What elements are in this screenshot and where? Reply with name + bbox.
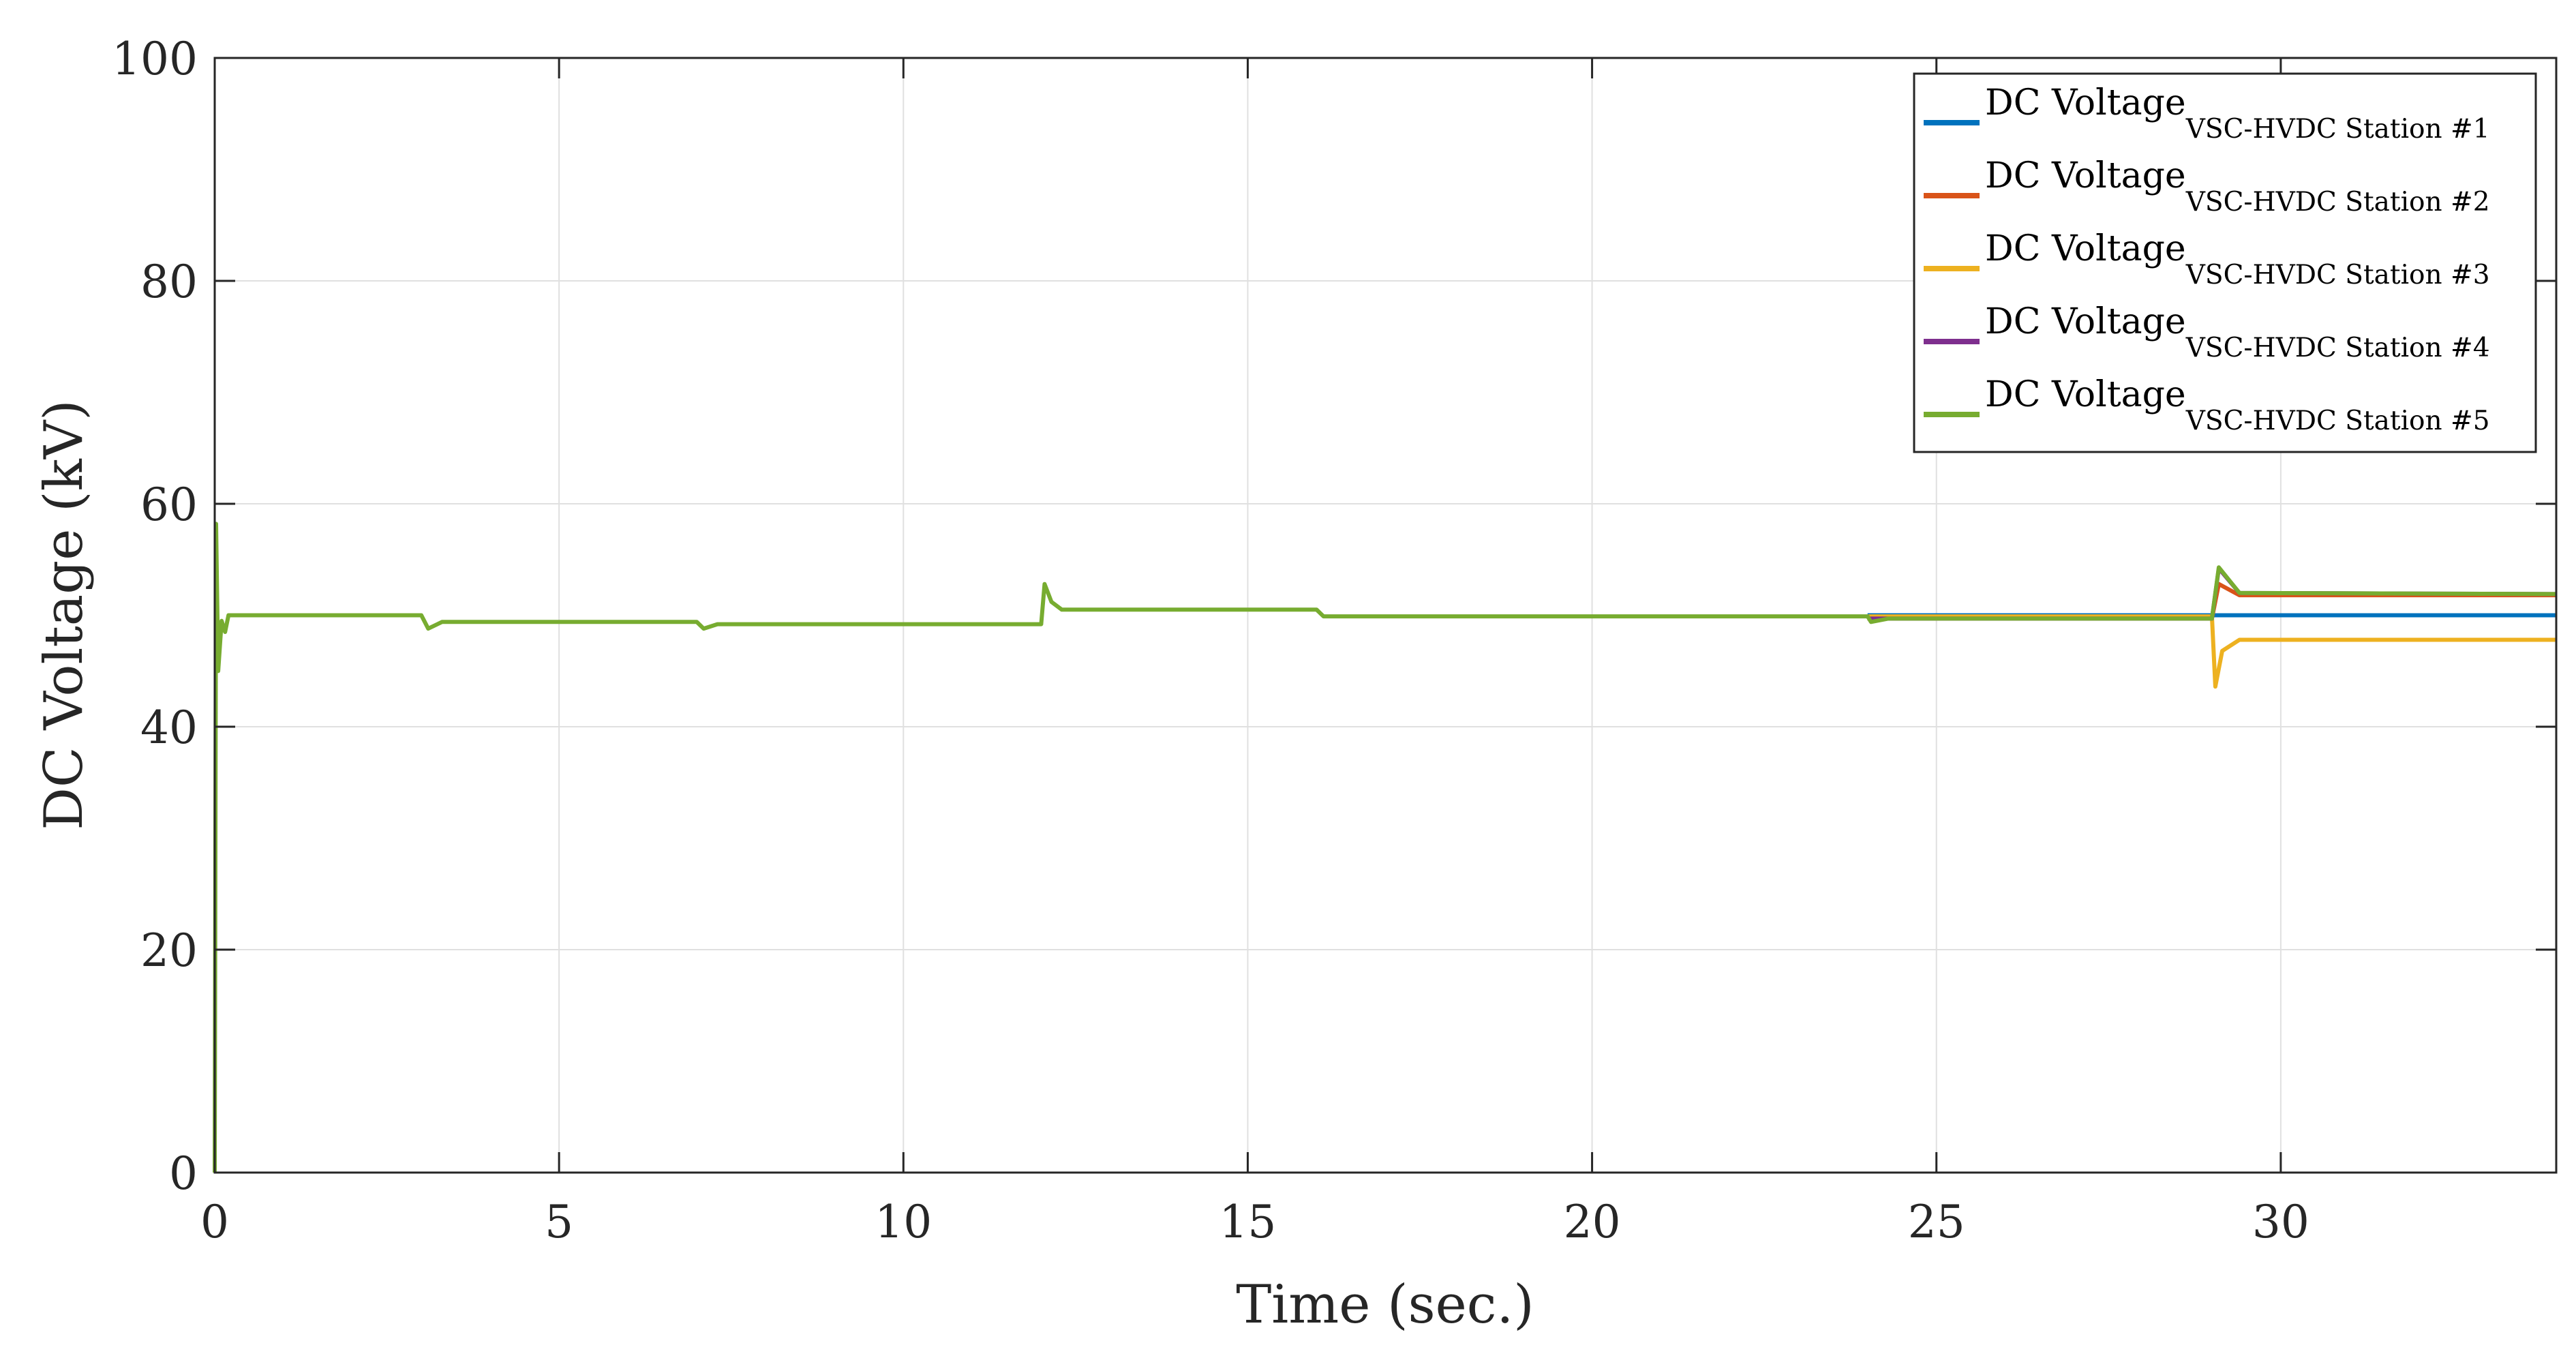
x-tick-label: 15 <box>1219 1196 1276 1248</box>
y-tick-label: 100 <box>112 33 198 85</box>
legend-entry-subscript: VSC-HVDC Station #3 <box>2185 260 2490 290</box>
x-tick-label: 10 <box>875 1196 932 1248</box>
legend-entry-subscript: VSC-HVDC Station #4 <box>2185 333 2490 363</box>
y-axis-label: DC Voltage (kV) <box>33 399 95 830</box>
x-axis-ticks: 0 5 10 15 20 25 30 <box>200 58 2309 1248</box>
legend-entry-subscript: VSC-HVDC Station #2 <box>2185 187 2490 217</box>
y-axis-ticks: 0 20 40 60 80 100 <box>112 33 2556 1200</box>
legend-entry-station-5: DC VoltageVSC-HVDC Station #5 <box>1985 374 2490 436</box>
y-tick-label: 40 <box>140 701 198 754</box>
legend-entry-station-1: DC VoltageVSC-HVDC Station #1 <box>1985 82 2490 145</box>
y-tick-label: 60 <box>140 479 198 531</box>
x-tick-label: 25 <box>1908 1196 1965 1248</box>
y-tick-label: 0 <box>169 1147 198 1200</box>
legend-entry-name: DC Voltage <box>1985 228 2186 269</box>
x-tick-label: 0 <box>200 1196 229 1248</box>
legend-entry-name: DC Voltage <box>1985 301 2186 342</box>
x-tick-label: 30 <box>2252 1196 2309 1248</box>
x-tick-label: 5 <box>545 1196 573 1248</box>
y-tick-label: 80 <box>140 256 198 308</box>
legend-entry-station-4: DC VoltageVSC-HVDC Station #4 <box>1985 301 2490 363</box>
legend-entry-station-2: DC VoltageVSC-HVDC Station #2 <box>1985 155 2490 217</box>
legend-entry-subscript: VSC-HVDC Station #1 <box>2185 114 2490 145</box>
plot-frame <box>213 57 2558 1174</box>
legend-entry-name: DC Voltage <box>1985 374 2186 415</box>
legend-entry-subscript: VSC-HVDC Station #5 <box>2185 406 2490 436</box>
legend-entry-name: DC Voltage <box>1985 155 2186 196</box>
legend-box <box>1913 72 2537 453</box>
series-layer <box>213 522 2557 1173</box>
y-tick-label: 20 <box>140 924 198 977</box>
legend: DC VoltageVSC-HVDC Station #1DC VoltageV… <box>1913 72 2537 453</box>
legend-entry-name: DC Voltage <box>1985 82 2186 123</box>
series-line-station-3 <box>1867 614 2556 689</box>
x-axis-label: Time (sec.) <box>1236 1274 1534 1336</box>
legend-entry-station-3: DC VoltageVSC-HVDC Station #3 <box>1985 228 2490 290</box>
series-line-station-5 <box>213 522 2557 1173</box>
x-tick-label: 20 <box>1564 1196 1621 1248</box>
